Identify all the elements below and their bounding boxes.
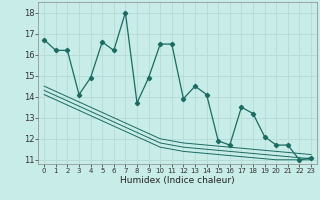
X-axis label: Humidex (Indice chaleur): Humidex (Indice chaleur) (120, 176, 235, 185)
